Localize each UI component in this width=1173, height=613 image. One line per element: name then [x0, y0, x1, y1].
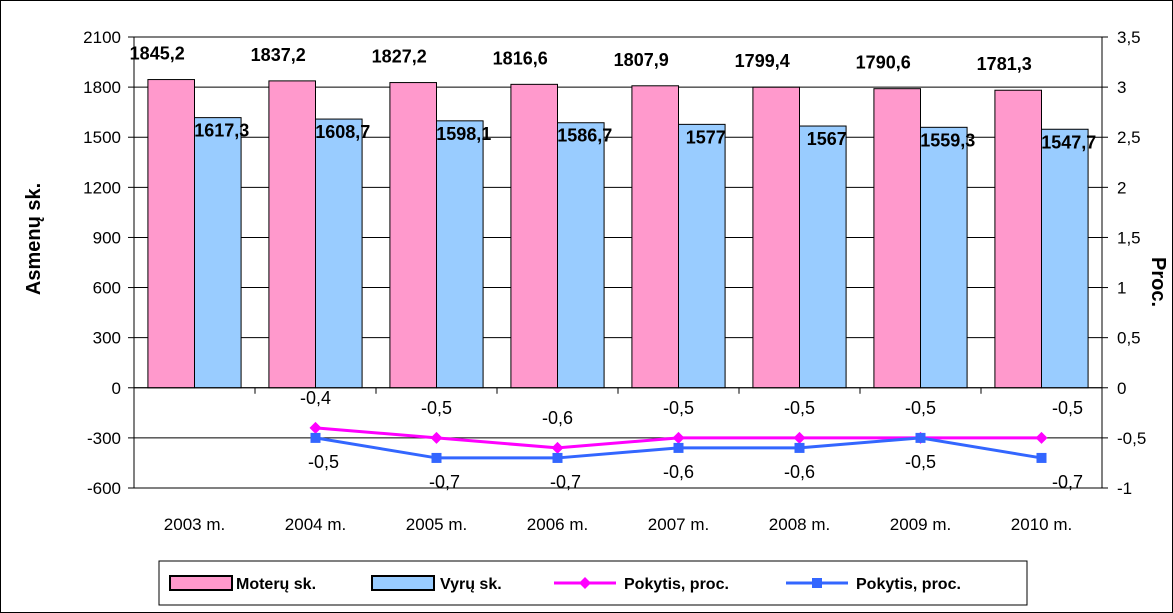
line-point	[552, 452, 563, 463]
line-point	[1035, 431, 1048, 444]
y-tick-label: 0	[112, 379, 121, 398]
bar	[631, 85, 679, 389]
legend-label: Pokytis, proc.	[624, 576, 729, 593]
line-data-label: -0,5	[784, 398, 815, 418]
line-point	[794, 442, 805, 453]
bar-data-label: 1617,3	[194, 121, 249, 141]
y2-tick-label: 0,5	[1117, 329, 1141, 348]
bar	[920, 126, 968, 389]
x-tick-label: 2004 m.	[285, 515, 346, 534]
bar-data-label: 1816,6	[493, 48, 548, 68]
bar	[268, 80, 317, 389]
x-tick-label: 2008 m.	[769, 515, 830, 534]
y-tick-label: 600	[93, 279, 121, 298]
bar-data-label: 1598,1	[436, 124, 491, 144]
line-point	[1036, 452, 1047, 463]
line-data-label: -0,6	[542, 408, 573, 428]
x-tick-label: 2005 m.	[406, 515, 467, 534]
x-tick-label: 2006 m.	[527, 515, 588, 534]
y-tick-label: -300	[87, 429, 121, 448]
legend-marker	[579, 577, 591, 589]
bar-data-label: 1586,7	[557, 126, 612, 146]
y2-axis-title: Proc.	[1147, 257, 1169, 307]
line-point	[430, 431, 443, 444]
y-tick-label: 1200	[83, 178, 121, 197]
line-point	[672, 431, 685, 444]
y2-tick-label: 2,5	[1117, 128, 1141, 147]
bar	[799, 125, 847, 389]
bar-data-label: 1567	[807, 129, 847, 149]
bar	[994, 89, 1042, 389]
bar-data-label: 1827,2	[372, 47, 427, 67]
legend-swatch	[371, 575, 435, 591]
bar-data-label: 1837,2	[251, 45, 306, 65]
y-tick-label: 300	[93, 329, 121, 348]
y-tick-label: 900	[93, 228, 121, 247]
bar	[389, 82, 438, 389]
line-data-label: -0,7	[1052, 472, 1083, 492]
legend-label: Moterų sk.	[236, 576, 316, 593]
bar	[752, 86, 800, 389]
bar	[147, 79, 195, 389]
bar-data-label: 1807,9	[614, 50, 669, 70]
bar-data-label: 1608,7	[315, 122, 370, 142]
bar	[315, 118, 363, 389]
x-tick-label: 2009 m.	[890, 515, 951, 534]
bar	[510, 83, 559, 389]
line-point	[915, 432, 926, 443]
line-point	[431, 452, 442, 463]
bar	[678, 123, 726, 389]
bar-data-label: 1790,6	[856, 53, 911, 73]
y2-tick-label: 3,5	[1117, 28, 1141, 47]
y2-tick-label: 2	[1117, 178, 1126, 197]
line-data-label: -0,6	[663, 462, 694, 482]
y-tick-label: -600	[87, 479, 121, 498]
legend-label: Pokytis, proc.	[856, 576, 961, 593]
y2-tick-label: -0,5	[1117, 429, 1146, 448]
x-tick-label: 2010 m.	[1011, 515, 1072, 534]
legend-swatch	[169, 575, 233, 591]
bar	[194, 117, 242, 389]
bar-data-label: 1577	[686, 127, 726, 147]
line-data-label: -0,5	[1052, 398, 1083, 418]
line-data-label: -0,5	[308, 452, 339, 472]
line-data-label: -0,4	[300, 388, 331, 408]
y-tick-label: 1500	[83, 128, 121, 147]
line-point	[309, 421, 322, 434]
bar-data-label: 1559,3	[920, 130, 975, 150]
y-tick-label: 2100	[83, 28, 121, 47]
line-data-label: -0,5	[905, 452, 936, 472]
legend-marker	[812, 578, 822, 588]
legend-label: Vyrų sk.	[440, 576, 502, 593]
bar	[557, 122, 605, 389]
y2-tick-label: -1	[1117, 479, 1132, 498]
line-data-label: -0,7	[550, 472, 581, 492]
line-point	[793, 431, 806, 444]
line-data-label: -0,6	[784, 462, 815, 482]
line-point	[673, 442, 684, 453]
bar	[873, 88, 921, 389]
bar-data-label: 1547,7	[1041, 132, 1096, 152]
y2-tick-label: 3	[1117, 78, 1126, 97]
bar	[1041, 128, 1089, 389]
bar-data-label: 1845,2	[130, 44, 185, 64]
line-data-label: -0,5	[905, 398, 936, 418]
line-data-label: -0,5	[663, 398, 694, 418]
x-tick-label: 2007 m.	[648, 515, 709, 534]
line-data-label: -0,5	[421, 398, 452, 418]
y2-tick-label: 1	[1117, 279, 1126, 298]
y2-tick-label: 1,5	[1117, 228, 1141, 247]
y-axis-title: Asmenų sk.	[23, 183, 45, 295]
line-point	[551, 441, 564, 454]
bar	[436, 120, 484, 389]
y2-tick-label: 0	[1117, 379, 1126, 398]
bar-data-label: 1799,4	[735, 51, 790, 71]
x-tick-label: 2003 m.	[164, 515, 225, 534]
y-tick-label: 1800	[83, 78, 121, 97]
line-data-label: -0,7	[429, 472, 460, 492]
bar-data-label: 1781,3	[977, 54, 1032, 74]
line-point	[310, 432, 321, 443]
